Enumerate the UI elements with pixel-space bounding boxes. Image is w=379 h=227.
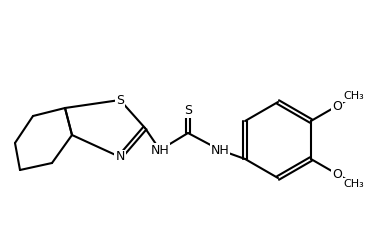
- Text: O: O: [332, 99, 342, 113]
- Text: S: S: [184, 104, 192, 116]
- Text: NH: NH: [211, 143, 229, 156]
- Text: S: S: [116, 94, 124, 106]
- Text: CH₃: CH₃: [344, 179, 365, 189]
- Text: O: O: [332, 168, 342, 180]
- Text: NH: NH: [150, 143, 169, 156]
- Text: CH₃: CH₃: [344, 91, 365, 101]
- Text: N: N: [115, 151, 125, 163]
